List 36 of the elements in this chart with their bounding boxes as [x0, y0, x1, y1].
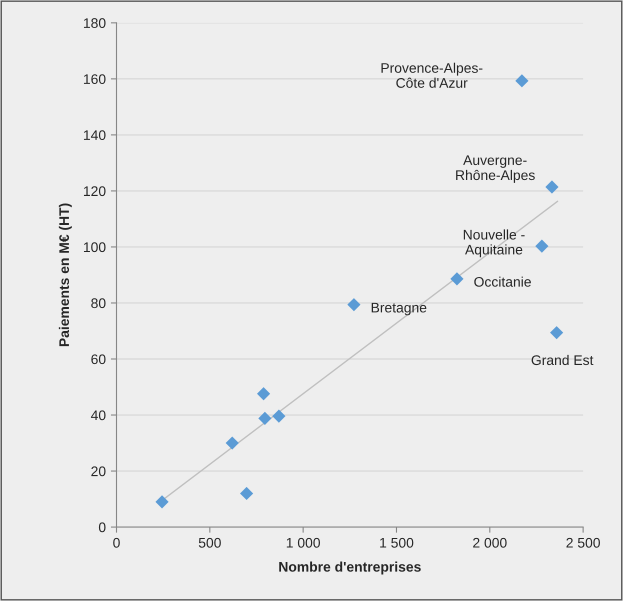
- y-tick-label: 100: [84, 242, 106, 252]
- point: [347, 298, 361, 312]
- y-tick-label: 40: [90, 410, 106, 420]
- annotation: Occitanie: [474, 276, 531, 287]
- point: [226, 436, 239, 450]
- x-tick-label: 1 500: [380, 538, 414, 548]
- x-axis-title: Nombre d'entreprises: [279, 562, 421, 574]
- y-axis-title: Paiements en M€ (HT): [58, 203, 72, 346]
- x-tick-label: 1 000: [286, 538, 320, 548]
- point: [550, 326, 564, 340]
- point: [240, 486, 254, 500]
- point: [535, 240, 548, 253]
- y-tick-label: 180: [84, 18, 106, 28]
- point: [545, 180, 559, 194]
- x-tick-label: 2 500: [566, 538, 600, 548]
- point: [450, 272, 464, 286]
- annotation: Auvergne- Rhône-Alpes: [456, 155, 535, 183]
- annotation: Grand Est: [532, 354, 594, 366]
- y-tick-label: 160: [84, 74, 106, 84]
- y-tick-label: 140: [84, 130, 106, 140]
- point: [515, 74, 528, 88]
- y-tick-label: 120: [84, 186, 106, 196]
- point: [155, 495, 169, 508]
- annotation: Provence-Alpes- Côte d'Azur: [381, 62, 482, 88]
- annotation: Nouvelle - Aquitaine: [464, 229, 525, 258]
- y-tick-label: 80: [91, 298, 106, 308]
- x-tick-label: 2 000: [473, 538, 507, 548]
- point: [272, 410, 286, 423]
- y-tick-label: 0: [98, 522, 106, 532]
- y-tick-label: 60: [91, 354, 106, 364]
- point: [258, 412, 272, 425]
- x-tick-label: 0: [113, 538, 120, 548]
- annotation: Bretagne: [372, 302, 426, 316]
- x-tick-label: 500: [198, 538, 221, 548]
- y-tick-label: 20: [91, 466, 106, 476]
- point: [256, 387, 270, 400]
